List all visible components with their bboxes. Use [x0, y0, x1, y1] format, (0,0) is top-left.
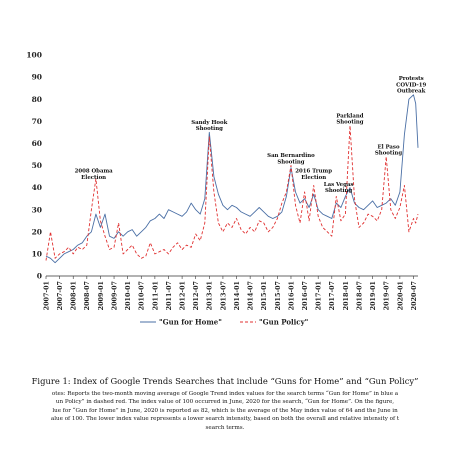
y-tick-label: 60	[32, 139, 42, 148]
line-chart: 0 10 20 30 40 50 60 70 80 90 100 2007-01 2007-07 2008…	[26, 51, 427, 327]
x-tick-label: 2010-07	[138, 281, 146, 310]
x-tick-label: 2018-01	[342, 281, 350, 310]
annotation-label: Protests	[399, 76, 424, 82]
x-tick-label: 2013-01	[206, 281, 214, 310]
annotation-label: 2016 Trump	[295, 169, 332, 175]
y-tick-label: 90	[32, 73, 42, 82]
x-tick-label: 2009-01	[97, 281, 105, 310]
series-line-gun-for-home	[45, 94, 419, 264]
x-tick-label: 2011-01	[151, 281, 159, 310]
annotation-label: San Bernardino	[267, 153, 315, 159]
y-tick-label: 20	[32, 227, 42, 236]
axes: 0 10 20 30 40 50 60 70 80 90 100 2007-01 2007-07 2008…	[26, 51, 418, 310]
x-tick-label: 2020-01	[396, 281, 404, 310]
legend-label: "Gun Policy"	[259, 318, 308, 327]
annotation-label: 2008 Obama	[75, 169, 114, 175]
series-line-gun-policy	[45, 125, 419, 261]
y-tick-label: 50	[32, 161, 42, 170]
y-tick-label: 30	[32, 205, 42, 214]
y-tick-label: 100	[26, 51, 42, 60]
legend-label: "Gun for Home"	[159, 318, 222, 327]
annotation-label: El Paso	[377, 144, 399, 150]
annotation-label: Parkland	[336, 113, 363, 119]
x-tick-label: 2010-01	[124, 281, 132, 310]
annotation-label: Shooting	[325, 188, 352, 194]
y-tick-label: 80	[32, 95, 42, 104]
legend: "Gun for Home" "Gun Policy"	[140, 318, 308, 327]
x-tick-label: 2011-07	[165, 281, 173, 310]
caption-note-line: alue of 100. The lower index value repre…	[50, 416, 400, 423]
caption-note-line: otes: Reports the two-month moving avera…	[51, 391, 399, 397]
annotation-label: Las Vegas	[324, 182, 354, 188]
caption-note-line: search terms.	[205, 424, 245, 431]
y-tick-label: 0	[37, 272, 42, 281]
x-tick-label: 2012-07	[192, 281, 200, 310]
x-tick-label: 2014-01	[233, 281, 241, 310]
x-tick-label: 2008-01	[70, 281, 78, 310]
x-tick-label: 2007-01	[42, 281, 50, 310]
y-tick-label: 10	[32, 250, 42, 259]
y-tick-label: 70	[32, 117, 42, 126]
x-tick-label: 2013-07	[219, 281, 227, 310]
caption-note-line: lue for “Gun for Home” in June, 2020 is …	[52, 407, 398, 414]
x-tick-label: 2020-07	[410, 281, 418, 310]
annotation-label: Shooting	[277, 159, 304, 165]
annotation-label: Shooting	[336, 120, 363, 126]
x-tick-label: 2007-07	[56, 281, 64, 310]
x-tick-label: 2016-01	[287, 281, 295, 310]
x-tick-label: 2015-07	[274, 281, 282, 310]
x-tick-label: 2009-07	[110, 281, 118, 310]
y-tick-label: 40	[32, 183, 42, 192]
caption-title: Figure 1: Index of Google Trends Searche…	[31, 376, 419, 386]
annotation-label: COVID-19	[396, 82, 426, 88]
x-tick-label: 2012-01	[178, 281, 186, 310]
x-tick-label: 2016-07	[301, 281, 309, 310]
annotation-label: Outbreak	[397, 89, 426, 95]
annotation-label: Shooting	[375, 150, 402, 156]
annotation-label: Election	[81, 175, 106, 181]
caption-note-line: un Policy” in dashed red. The index valu…	[55, 399, 395, 406]
annotation-label: Sandy Hook	[191, 120, 227, 126]
figure-caption: Figure 1: Index of Google Trends Searche…	[0, 376, 450, 432]
x-tick-label: 2017-07	[328, 281, 336, 310]
x-tick-label: 2014-07	[247, 281, 255, 310]
x-tick-label: 2019-01	[369, 281, 377, 310]
x-tick-label: 2008-07	[83, 281, 91, 310]
series-layer	[45, 94, 419, 264]
x-tick-label: 2019-07	[383, 281, 391, 310]
annotation-label: Election	[301, 175, 326, 181]
x-tick-label: 2017-01	[315, 281, 323, 310]
x-tick-label: 2018-07	[355, 281, 363, 310]
x-tick-label: 2015-01	[260, 281, 268, 310]
caption-notes: otes: Reports the two-month moving avera…	[0, 390, 450, 432]
chart: 0 10 20 30 40 50 60 70 80 90 100 2007-01 2007-07 2008…	[26, 51, 427, 327]
annotation-label: Shooting	[196, 126, 223, 132]
